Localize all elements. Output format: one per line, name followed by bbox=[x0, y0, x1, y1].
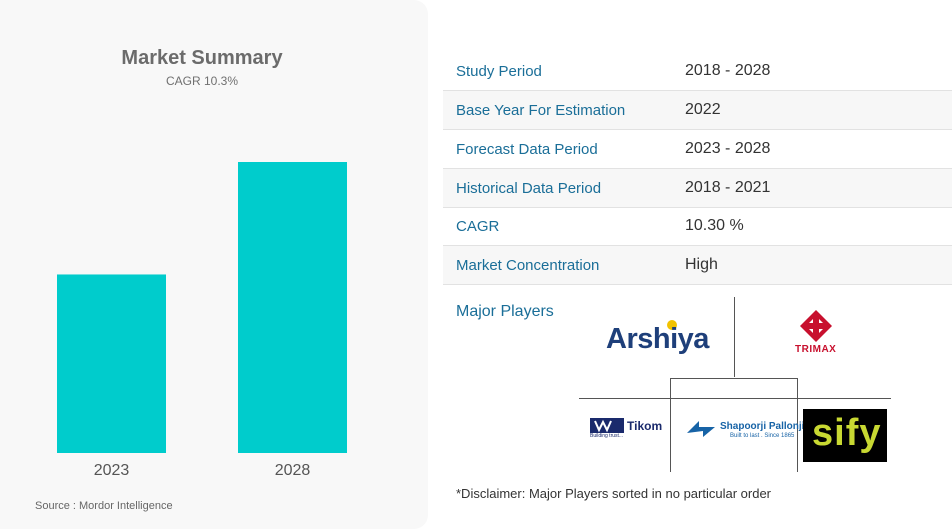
bar-2023 bbox=[57, 274, 166, 453]
sify-logo: sify bbox=[812, 412, 882, 454]
row-value: High bbox=[685, 256, 718, 273]
shapoorji-pallonji-emblem-icon bbox=[687, 421, 715, 437]
row-label: CAGR bbox=[456, 218, 500, 235]
chart-title: Market Summary bbox=[121, 47, 283, 69]
trimax-emblem-icon bbox=[800, 310, 832, 342]
row-historical-period: Historical Data Period 2018 - 2021 bbox=[443, 169, 952, 208]
bar-chart: 2023 2028 bbox=[57, 162, 347, 479]
tikom-tagline: Building trust... bbox=[590, 433, 624, 439]
logo-box-right bbox=[797, 378, 798, 472]
trimax-logo: TRIMAX bbox=[795, 344, 837, 355]
row-label: Study Period bbox=[456, 63, 542, 80]
major-players-label: Major Players bbox=[456, 303, 554, 320]
shapoorji-pallonji-logo: Shapoorji Pallonji bbox=[720, 421, 805, 432]
logo-divider-vertical-top bbox=[734, 297, 735, 377]
row-cagr: CAGR 10.30 % bbox=[443, 207, 952, 246]
source-note: Source : Mordor Intelligence bbox=[35, 500, 173, 512]
row-value: 2018 - 2021 bbox=[685, 179, 771, 196]
row-market-concentration: Market Concentration High bbox=[443, 246, 952, 285]
tikom-emblem-icon bbox=[590, 418, 624, 433]
logo-box-left bbox=[670, 378, 671, 472]
sify-logo-background bbox=[803, 409, 887, 462]
row-value: 2022 bbox=[685, 101, 721, 118]
row-label: Market Concentration bbox=[456, 257, 600, 274]
row-label: Historical Data Period bbox=[456, 180, 602, 197]
row-label: Base Year For Estimation bbox=[456, 102, 626, 119]
logo-divider-horizontal bbox=[579, 398, 891, 399]
x-tick-label: 2023 bbox=[94, 462, 130, 479]
bar-2028 bbox=[238, 162, 347, 453]
row-value: 10.30 % bbox=[685, 217, 744, 234]
row-base-year: Base Year For Estimation 2022 bbox=[443, 91, 952, 130]
row-value: 2023 - 2028 bbox=[685, 140, 771, 157]
arshiya-logo-dot bbox=[667, 320, 677, 330]
x-tick-label: 2028 bbox=[275, 462, 311, 479]
arshiya-logo: Arshiya bbox=[606, 323, 709, 355]
row-value: 2018 - 2028 bbox=[685, 62, 771, 79]
row-forecast-period: Forecast Data Period 2023 - 2028 bbox=[443, 130, 952, 169]
logo-box-top bbox=[670, 378, 798, 379]
chart-subtitle: CAGR 10.3% bbox=[165, 74, 239, 88]
market-summary-panel: Market Summary CAGR 10.3% 2023 2028 Sourc… bbox=[0, 0, 428, 529]
row-study-period: Study Period 2018 - 2028 bbox=[443, 52, 952, 91]
shapoorji-pallonji-tagline: Built to last . Since 1865 bbox=[730, 433, 795, 439]
tikom-logo: Tikom bbox=[627, 419, 663, 433]
disclaimer: *Disclaimer: Major Players sorted in no … bbox=[456, 486, 772, 501]
row-label: Forecast Data Period bbox=[456, 141, 598, 158]
